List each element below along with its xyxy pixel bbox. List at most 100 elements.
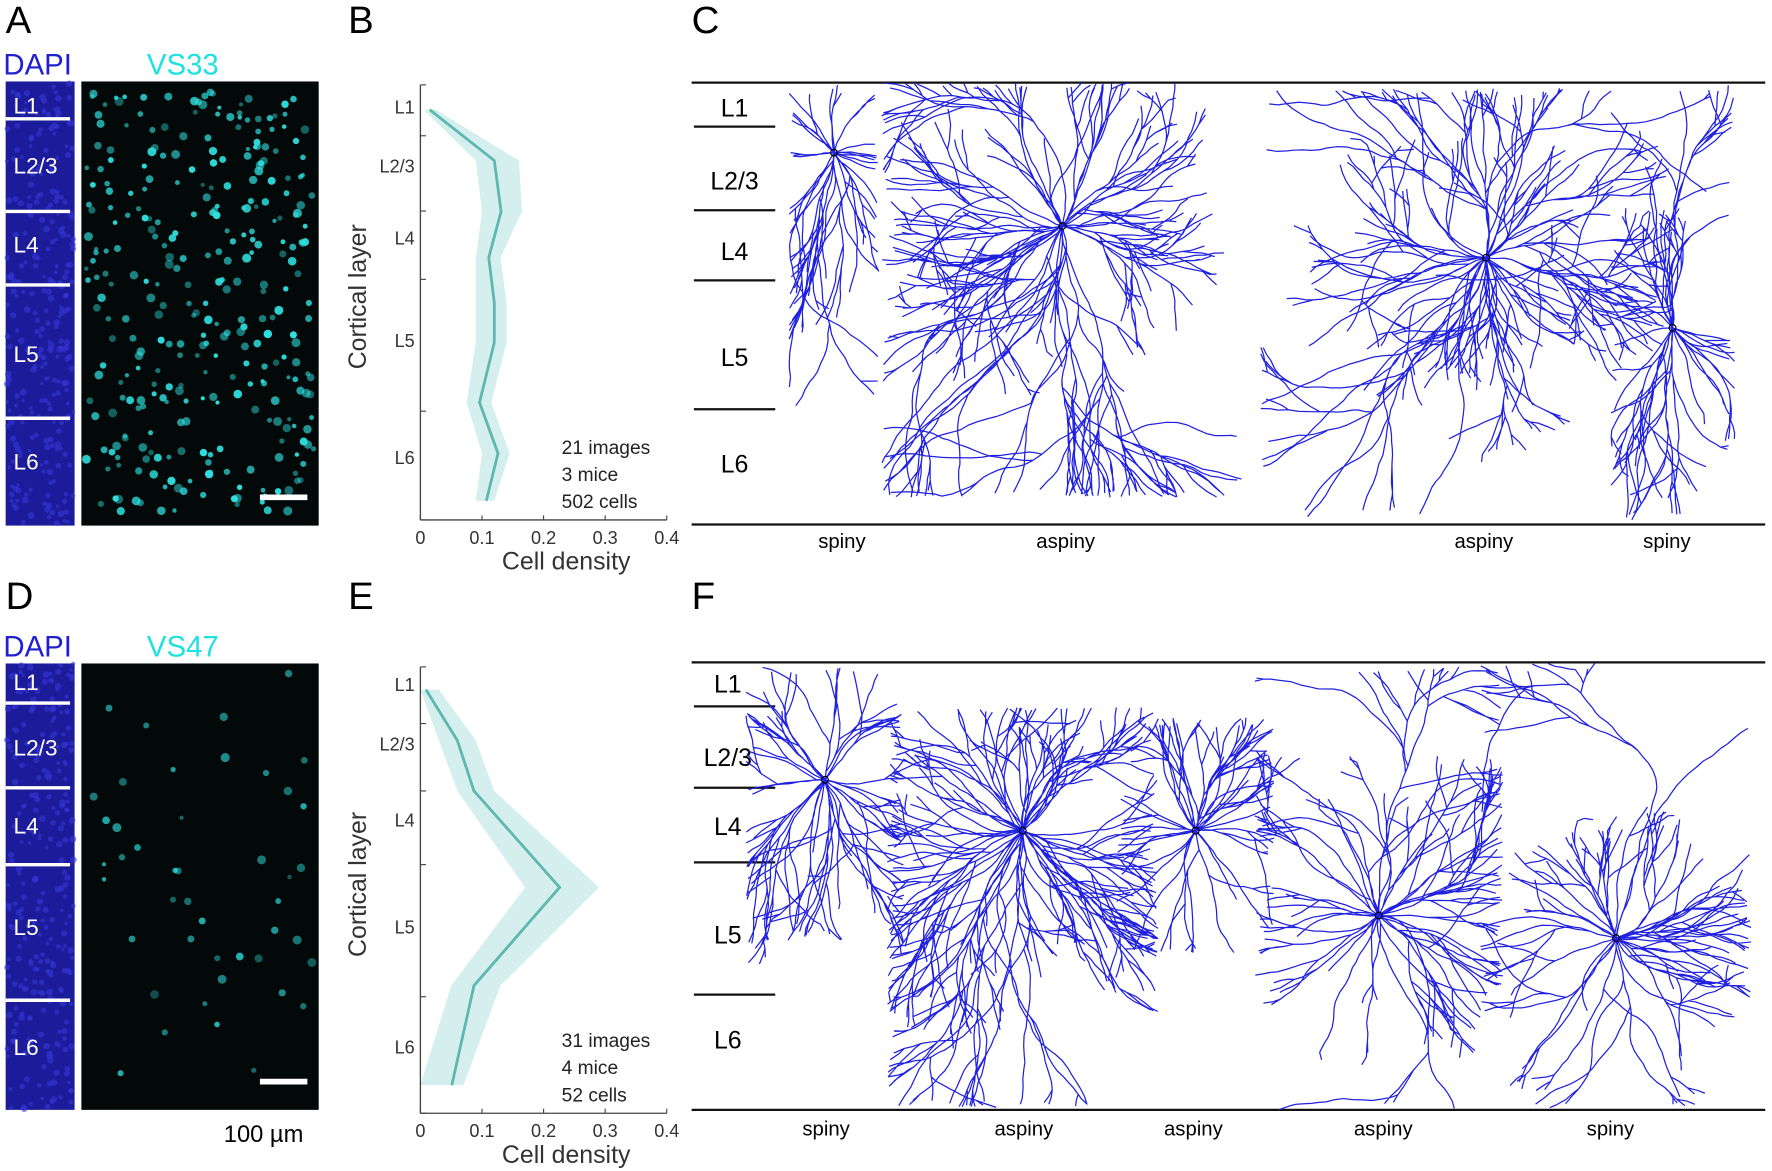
dapi-nucleus [30, 366, 37, 373]
labeled-cell [292, 137, 300, 145]
labeled-cell [274, 453, 284, 462]
dapi-nucleus [44, 958, 51, 964]
soma [1482, 253, 1491, 262]
dapi-nucleus [6, 1054, 10, 1058]
dapi-nucleus [68, 365, 75, 372]
dapi-nucleus [41, 678, 48, 685]
labeled-cell [99, 362, 107, 369]
dapi-nucleus [5, 902, 12, 909]
labeled-cell [209, 90, 216, 97]
confidence-band [423, 109, 523, 501]
labeled-cell [204, 315, 213, 325]
labeled-cell [176, 340, 185, 348]
neuron-morphology [1260, 88, 1711, 518]
labeled-cell [233, 277, 242, 286]
layer-label: L2/3 [14, 153, 58, 178]
dapi-nucleus [70, 236, 76, 242]
dapi-nucleus [48, 480, 53, 485]
dapi-nucleus [33, 432, 39, 438]
labeled-cell [291, 423, 297, 429]
dapi-nucleus [14, 147, 20, 153]
labeled-cell [283, 190, 290, 197]
labeled-cell [93, 246, 99, 252]
labeled-cell [224, 228, 230, 234]
dapi-nucleus [8, 923, 13, 928]
labeled-cell [199, 341, 207, 350]
dapi-nucleus [14, 403, 19, 408]
dapi-nucleus [64, 151, 72, 159]
labeled-cell [296, 200, 306, 210]
labeled-cell [302, 223, 308, 229]
dapi-nucleus [9, 1037, 16, 1044]
dapi-nucleus [42, 397, 48, 404]
dapi-nucleus [63, 509, 69, 515]
labeled-cell [154, 310, 164, 319]
dapi-nucleus [21, 987, 27, 992]
dapi-nucleus [45, 941, 50, 946]
dapi-nucleus [68, 1099, 74, 1105]
x-tick-label: 0.3 [593, 1121, 618, 1141]
cell-type-label: aspiny [1354, 1119, 1414, 1141]
dapi-nucleus [69, 856, 77, 864]
labeled-cell [102, 816, 110, 825]
dapi-nucleus [11, 1028, 18, 1035]
labeled-cell [101, 877, 107, 882]
labeled-cell [223, 468, 231, 475]
dapi-nucleus [45, 502, 53, 509]
labeled-cell [208, 146, 218, 156]
labeled-cell [135, 206, 142, 212]
dapi-nucleus [28, 1101, 33, 1107]
dapi-nucleus [45, 320, 51, 327]
labeled-cell [143, 278, 149, 284]
labeled-cell [107, 205, 114, 211]
x-tick-label: 0.4 [654, 528, 679, 548]
labeled-cell [107, 157, 114, 163]
dapi-nucleus [32, 979, 38, 985]
labeled-cell [263, 506, 272, 515]
labeled-cell [272, 148, 279, 154]
dapi-nucleus [57, 1029, 62, 1034]
labeled-cell [260, 487, 266, 493]
labeled-cell [254, 240, 263, 249]
panel-letter: A [6, 0, 32, 42]
dapi-nucleus [23, 831, 28, 836]
labeled-cell [147, 147, 157, 157]
labeled-cell [235, 124, 242, 131]
dapi-nucleus [28, 487, 33, 492]
labeled-cell [128, 190, 134, 196]
labeled-cell [206, 88, 215, 97]
dapi-nucleus [23, 977, 28, 982]
labeled-cell [90, 257, 96, 264]
dapi-nucleus [12, 703, 19, 709]
dapi-nucleus [56, 841, 63, 848]
dapi-nucleus [68, 1043, 75, 1050]
labeled-cell [174, 180, 180, 186]
labeled-cell [157, 336, 165, 344]
labeled-cell [202, 193, 211, 202]
dapi-nucleus [54, 441, 62, 448]
dapi-nucleus [12, 196, 19, 202]
labeled-cell [179, 132, 188, 141]
labeled-cell [124, 123, 129, 128]
x-tick-label: 0 [415, 1121, 425, 1141]
dapi-nucleus [61, 821, 66, 826]
panel-letter: B [348, 0, 374, 42]
labeled-cell [259, 499, 265, 505]
panel-letter: F [692, 575, 715, 618]
y-axis-label: Cortical layer [344, 224, 372, 369]
labeled-cell [136, 396, 146, 405]
dapi-nucleus [4, 964, 10, 971]
labeled-cell [213, 353, 219, 358]
labeled-cell [134, 844, 141, 851]
dapi-nucleus [61, 732, 66, 737]
labeled-cell [243, 152, 252, 160]
labeled-cell [169, 896, 177, 903]
labeled-cell [215, 111, 221, 117]
labeled-cell [292, 935, 302, 945]
labeled-cell [265, 332, 271, 338]
x-tick-label: 0 [415, 528, 425, 548]
labeled-cell [278, 989, 286, 997]
labeled-cell [91, 412, 100, 421]
labeled-cell [254, 954, 263, 963]
labeled-cell [237, 316, 245, 324]
